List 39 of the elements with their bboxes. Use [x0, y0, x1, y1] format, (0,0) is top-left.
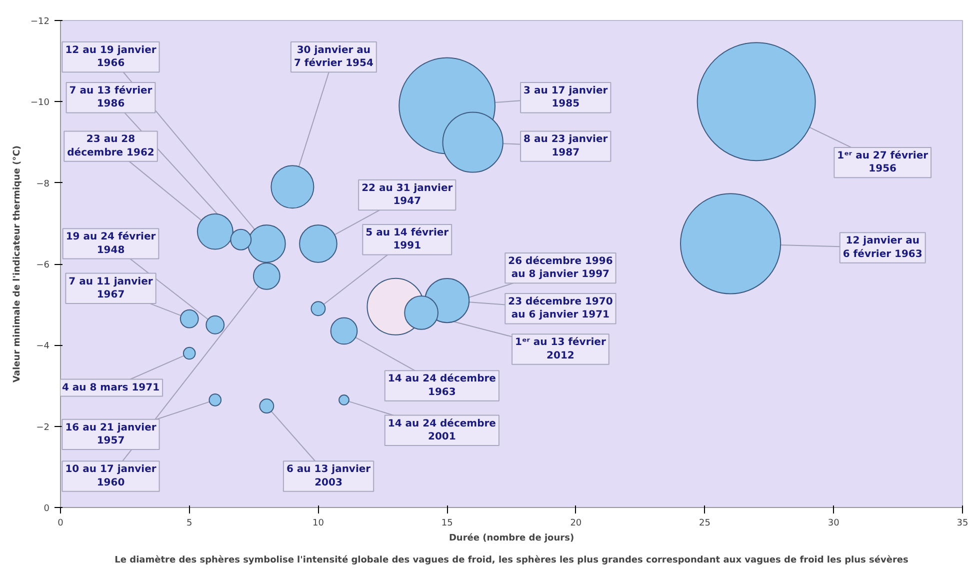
data-label: 1ᵉʳ au 27 février 1956 — [837, 150, 928, 175]
data-label: 26 décembre 1996 au 8 janvier 1997 — [508, 256, 613, 280]
data-label: 14 au 24 décembre 2001 — [388, 418, 496, 442]
data-label: 8 au 23 janvier 1987 — [524, 134, 608, 158]
data-label: 19 au 24 février 1948 — [66, 232, 156, 256]
data-label: 12 janvier au 6 février 1963 — [842, 236, 922, 260]
data-label: 14 au 24 décembre 1963 — [388, 374, 496, 398]
x-tick-label: 35 — [956, 518, 968, 528]
text: Le diamètre des sphères symbolise l'intensité globale des vagues de froid, les sphères les plus grandes correspondant aux vagues de froid les plus sévères — [114, 554, 908, 566]
y-axis-title: Valeur minimale de l'indicateur thermique (°C) — [12, 146, 23, 382]
data-label: 6 au 13 janvier 2003 — [286, 464, 371, 488]
x-tick-label: 30 — [828, 518, 840, 528]
x-axis-title: Durée (nombre de jours) — [448, 532, 574, 544]
data-label: 7 au 11 janvier 1967 — [68, 276, 153, 300]
x-tick-label: 20 — [570, 518, 582, 528]
data-label: 23 décembre 1970 au 6 janvier 1971 — [508, 296, 613, 321]
y-tick-label: −2 — [36, 422, 50, 433]
y-tick-label: −4 — [36, 342, 50, 352]
x-tick-label: 5 — [186, 518, 192, 528]
y-tick-label: −10 — [30, 98, 50, 108]
data-label: 3 au 17 janvier 1985 — [524, 86, 608, 110]
data-label: 23 au 28 décembre 1962 — [67, 134, 154, 158]
data-label: 4 au 8 mars 1971 — [62, 382, 160, 394]
data-label: 5 au 14 février 1991 — [366, 228, 449, 252]
x-tick-label: 10 — [312, 518, 324, 528]
data-label: 30 janvier au 7 février 1954 — [294, 44, 374, 70]
data-label: 10 au 17 janvier 1960 — [65, 464, 156, 488]
y-tick-label: −8 — [36, 179, 50, 190]
data-label: 22 au 31 janvier 1947 — [362, 182, 453, 208]
y-tick-label: −12 — [30, 17, 50, 27]
x-tick-label: 15 — [441, 518, 453, 528]
x-tick-label: 25 — [699, 518, 711, 528]
data-label: 16 au 21 janvier 1957 — [65, 422, 156, 447]
x-tick-label: 0 — [58, 518, 64, 528]
data-label: 1ᵉʳ au 13 février 2012 — [515, 337, 606, 362]
y-tick-label: −6 — [36, 260, 50, 270]
data-label: 7 au 13 février 1986 — [69, 86, 152, 110]
data-label: 12 au 19 janvier 1966 — [65, 44, 156, 70]
y-tick-label: 0 — [44, 504, 50, 514]
